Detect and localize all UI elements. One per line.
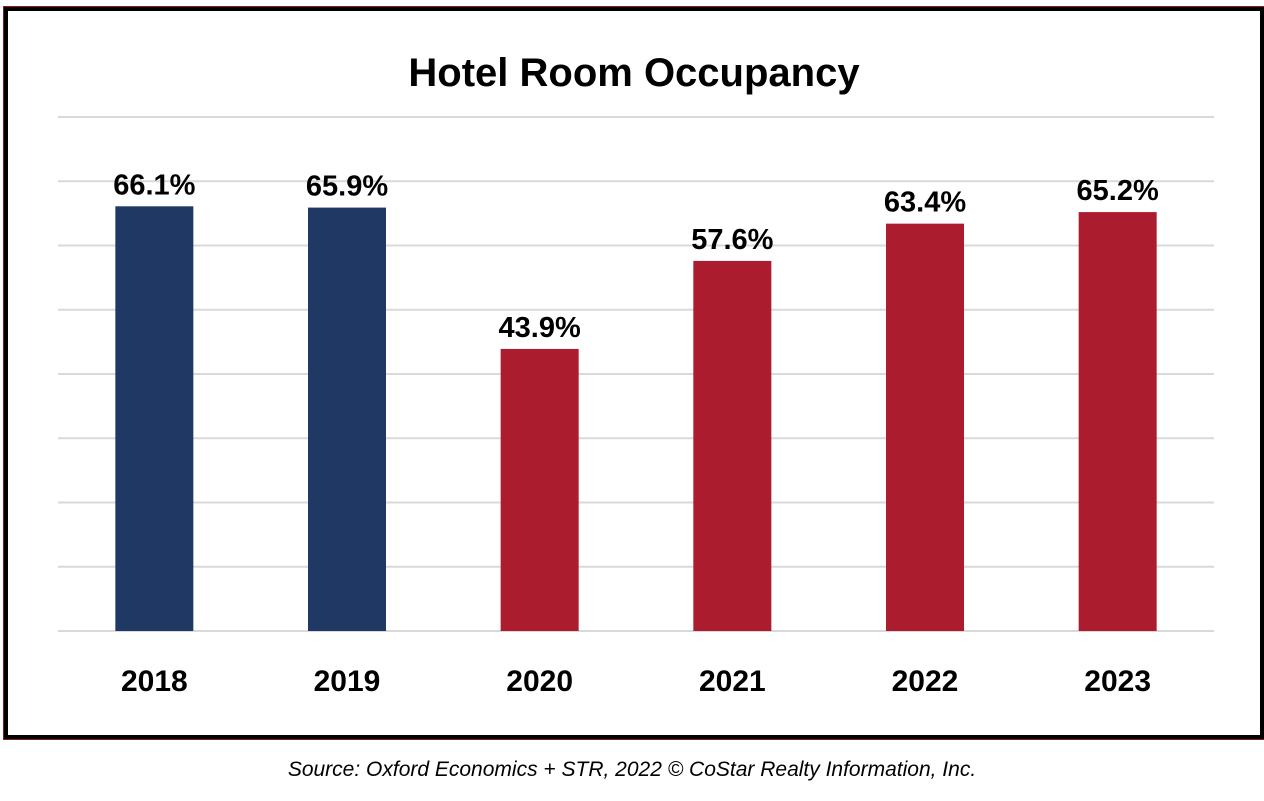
- x-tick-label-2021: 2021: [699, 665, 766, 698]
- x-tick-label-2019: 2019: [314, 665, 381, 698]
- bar-2021: [693, 260, 772, 631]
- data-label-2019: 65.9%: [306, 171, 388, 203]
- data-label-2020: 43.9%: [499, 312, 581, 344]
- bar-2020: [500, 348, 579, 631]
- x-tick-label-2022: 2022: [892, 665, 959, 698]
- bar-2023: [1078, 212, 1157, 631]
- bar-2018: [115, 206, 194, 631]
- grid-lines: [58, 116, 1214, 632]
- bar-2022: [886, 223, 964, 631]
- data-label-2021: 57.6%: [691, 224, 773, 256]
- labels: 66.1% 2018 65.9% 2019 43.9% 2020 57.6% 2021 63.4…: [113, 169, 1159, 698]
- x-tick-label-2020: 2020: [506, 665, 573, 698]
- source-note: Source: Oxford Economics + STR, 2022 © C…: [287, 758, 977, 781]
- x-tick-label-2018: 2018: [121, 665, 188, 698]
- x-tick-label-2023: 2023: [1084, 665, 1151, 698]
- data-label-2022: 63.4%: [884, 187, 966, 219]
- data-label-2018: 66.1%: [113, 169, 195, 201]
- chart-title: Hotel Room Occupancy: [408, 51, 860, 95]
- bar-2019: [308, 207, 386, 631]
- data-label-2023: 65.2%: [1077, 175, 1159, 207]
- bars: [115, 206, 1157, 631]
